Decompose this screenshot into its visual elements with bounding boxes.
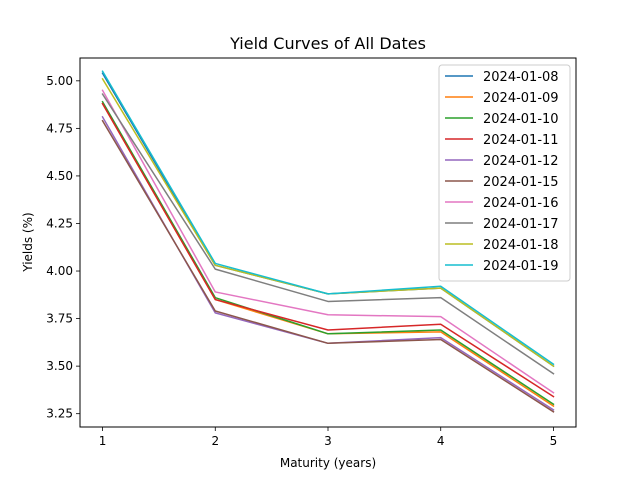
series-line-2024-01-11 [101, 102, 555, 398]
x-axis-ticks: 1 2 3 4 5 [99, 427, 558, 448]
series-line-2024-01-10 [101, 100, 555, 406]
y-tick-label: 3.50 [46, 359, 73, 373]
legend-label: 2024-01-10 [483, 112, 559, 127]
legend: 2024-01-08 2024-01-09 2024-01-10 2024-01-11… [438, 64, 571, 282]
y-tick-label: 4.00 [46, 264, 73, 278]
y-tick-label: 5.00 [46, 74, 73, 88]
x-tick-label: 4 [437, 434, 445, 448]
series-line-2024-01-17 [101, 93, 555, 375]
x-tick-label: 3 [324, 434, 332, 448]
legend-label: 2024-01-19 [483, 259, 559, 274]
series-line-2024-01-16 [101, 89, 555, 394]
x-tick-label: 1 [99, 434, 107, 448]
legend-label: 2024-01-17 [483, 217, 559, 232]
y-axis-label: Yields (%) [21, 212, 35, 272]
legend-box [438, 64, 571, 282]
plot-lines [101, 70, 555, 413]
legend-label: 2024-01-16 [483, 196, 559, 211]
y-tick-label: 4.75 [46, 121, 73, 135]
x-tick-label: 2 [211, 434, 219, 448]
legend-label: 2024-01-09 [483, 91, 559, 106]
y-tick-label: 3.75 [46, 312, 73, 326]
series-line-2024-01-19 [101, 70, 555, 366]
x-tick-label: 5 [550, 434, 558, 448]
legend-label: 2024-01-18 [483, 238, 559, 253]
x-axis-label: Maturity (years) [280, 456, 376, 470]
chart-title: Yield Curves of All Dates [229, 34, 426, 53]
legend-label: 2024-01-15 [483, 175, 559, 190]
series-line-2024-01-15 [101, 119, 555, 413]
y-axis-ticks: 3.25 3.50 3.75 4.00 4.25 4.50 4.75 5.00 [46, 74, 80, 421]
y-tick-label: 3.25 [46, 407, 73, 421]
legend-label: 2024-01-12 [483, 154, 559, 169]
y-tick-label: 4.25 [46, 216, 73, 230]
legend-label: 2024-01-11 [483, 133, 559, 148]
y-tick-label: 4.50 [46, 169, 73, 183]
legend-label: 2024-01-08 [483, 70, 559, 85]
